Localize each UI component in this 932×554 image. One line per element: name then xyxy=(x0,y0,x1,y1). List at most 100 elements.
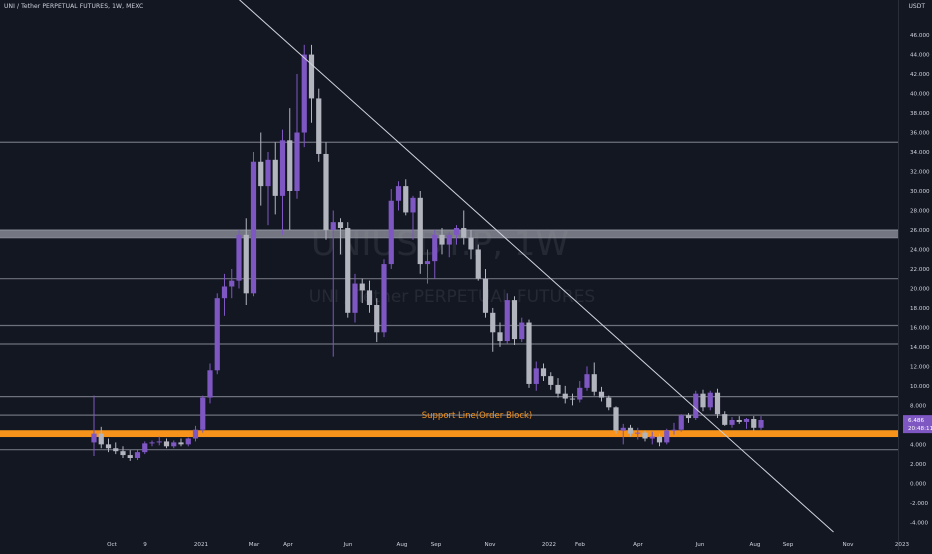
candle-body xyxy=(743,419,750,422)
x-tick-label: Sep xyxy=(783,542,794,548)
candle-body xyxy=(258,161,264,187)
y-tick-label: 12.000 xyxy=(910,364,930,370)
candle-body xyxy=(649,436,655,439)
candle-body xyxy=(200,397,206,430)
candle-body xyxy=(352,283,358,313)
candle-body xyxy=(417,197,423,265)
candle-body xyxy=(729,419,735,425)
candle-body xyxy=(432,234,438,262)
candle-body xyxy=(98,433,104,445)
candle-body xyxy=(533,368,539,384)
trendline xyxy=(238,0,834,533)
y-tick-label: 22.000 xyxy=(910,267,930,273)
candle-body xyxy=(308,54,315,99)
candle-body xyxy=(555,384,561,394)
candle-body xyxy=(330,222,336,230)
y-tick-label: 46.000 xyxy=(910,33,930,39)
candle-body xyxy=(497,332,503,342)
candle-body xyxy=(758,419,764,428)
x-tick-label: 2021 xyxy=(194,542,209,548)
candle-body xyxy=(685,415,692,419)
x-tick-label: Jun xyxy=(695,542,705,548)
candle-body xyxy=(693,393,699,419)
candle-body xyxy=(265,159,271,187)
y-tick-label: 4.000 xyxy=(910,442,926,448)
candle-body xyxy=(113,448,119,452)
candle-body xyxy=(381,264,387,333)
candle-body xyxy=(751,419,757,428)
y-tick-label: 32.000 xyxy=(910,170,930,176)
y-tick-label: 38.000 xyxy=(910,111,930,117)
watermark-description: UNI / Tether PERPETUAL FUTURES xyxy=(309,287,595,307)
x-tick-label: Feb xyxy=(575,542,585,548)
candle-body xyxy=(316,98,322,154)
candle-body xyxy=(134,452,141,458)
candle-body xyxy=(366,290,373,306)
candle-body xyxy=(439,234,445,245)
candle-body xyxy=(272,159,278,196)
candle-body xyxy=(163,441,170,447)
x-tick-label: Mar xyxy=(249,542,260,548)
candle-body xyxy=(446,234,452,245)
x-tick-label: Jun xyxy=(343,542,353,548)
candle-body xyxy=(250,161,257,294)
candle-body xyxy=(403,186,409,213)
support-band xyxy=(0,430,898,438)
candle-body xyxy=(642,432,648,439)
y-tick-label: 2.000 xyxy=(910,462,926,468)
candle-body xyxy=(475,249,481,279)
y-tick-label: -4.000 xyxy=(910,520,928,526)
candle-body xyxy=(337,222,344,229)
candle-body xyxy=(171,442,177,447)
candle-body xyxy=(279,140,286,196)
candle-body xyxy=(620,427,626,431)
price-tag xyxy=(903,415,932,434)
candle-body xyxy=(526,322,532,384)
candle-body xyxy=(511,300,518,340)
candle-body xyxy=(323,153,329,230)
candle-body xyxy=(577,387,583,400)
candle-body xyxy=(482,278,489,313)
symbol-header: UNI / Tether PERPETUAL FUTURES, 1W, MEXC xyxy=(4,3,144,10)
candle-body xyxy=(207,370,213,398)
candle-body xyxy=(453,228,460,235)
x-tick-label: Sep xyxy=(431,542,442,548)
candle-body xyxy=(569,398,576,400)
candle-body xyxy=(664,430,670,443)
price-tag-value: 6.486 xyxy=(908,418,924,424)
candle-body xyxy=(214,298,220,371)
candle-body xyxy=(301,54,307,133)
candle-body xyxy=(243,234,249,294)
y-tick-label: -2.000 xyxy=(910,501,928,507)
candle-body xyxy=(395,186,402,201)
candle-body xyxy=(374,305,380,333)
candle-body xyxy=(221,286,228,299)
candle-body xyxy=(424,261,431,265)
candle-body xyxy=(142,443,148,453)
candle-body xyxy=(105,444,112,449)
candle-body xyxy=(635,432,641,434)
candle-body xyxy=(562,393,568,399)
candle-body xyxy=(149,442,155,444)
y-tick-label: 0.000 xyxy=(910,481,926,487)
candle-body xyxy=(229,280,235,287)
x-tick-label: Apr xyxy=(283,542,293,548)
candle-body xyxy=(156,441,162,443)
candle-body xyxy=(598,391,605,398)
candle-body xyxy=(345,228,351,313)
y-tick-label: 40.000 xyxy=(910,92,930,98)
candle-body xyxy=(584,374,590,388)
candle-body xyxy=(410,197,416,213)
candle-body xyxy=(504,300,510,342)
candle-body xyxy=(461,228,467,238)
y-tick-label: 20.000 xyxy=(910,286,930,292)
candle-body xyxy=(127,455,133,458)
candle-body xyxy=(192,429,199,439)
candle-body xyxy=(678,415,684,430)
x-tick-label: 2022 xyxy=(542,542,556,548)
candle-body xyxy=(519,322,525,340)
candle-body xyxy=(656,436,663,443)
